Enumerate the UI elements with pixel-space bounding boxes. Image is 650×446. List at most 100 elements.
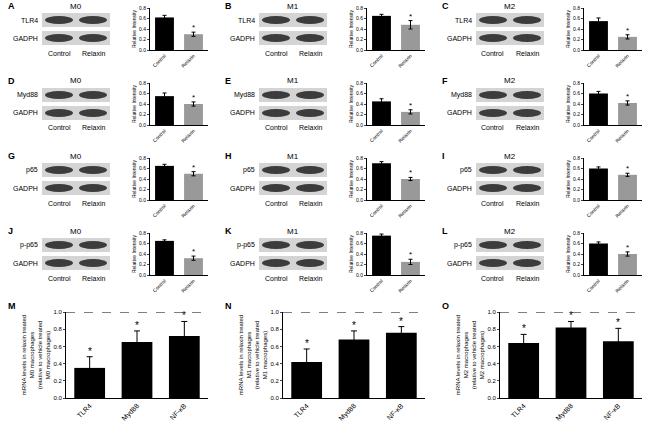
svg-text:0.2: 0.2: [139, 111, 146, 117]
svg-text:0.2: 0.2: [487, 378, 496, 384]
svg-text:Myd88: Myd88: [554, 402, 575, 423]
svg-text:Relaxin: Relaxin: [516, 200, 539, 207]
svg-text:F: F: [442, 76, 448, 86]
svg-text:0.8: 0.8: [573, 155, 580, 161]
svg-text:0.8: 0.8: [139, 5, 146, 11]
svg-text:Relaxin: Relaxin: [614, 128, 630, 144]
svg-text:*: *: [616, 317, 620, 328]
svg-text:0.4: 0.4: [573, 26, 580, 32]
svg-text:0.8: 0.8: [139, 155, 146, 161]
svg-text:NF-κB: NF-κB: [386, 402, 405, 421]
svg-text:0.4: 0.4: [270, 361, 279, 367]
svg-text:0.0: 0.0: [356, 197, 363, 203]
svg-text:M2: M2: [504, 227, 516, 236]
svg-text:*: *: [192, 163, 195, 172]
svg-text:0.0: 0.0: [139, 197, 146, 203]
svg-text:0.2: 0.2: [139, 186, 146, 192]
svg-text:p65: p65: [243, 166, 255, 174]
svg-text:Control: Control: [265, 275, 288, 282]
svg-text:TLR4: TLR4: [21, 17, 38, 24]
svg-text:0.6: 0.6: [139, 240, 146, 246]
svg-text:p65: p65: [460, 166, 472, 174]
svg-text:p-p65: p-p65: [454, 241, 472, 249]
svg-text:TLR4: TLR4: [510, 402, 527, 419]
svg-text:M0: M0: [70, 76, 82, 85]
svg-text:Myd88: Myd88: [234, 91, 255, 99]
svg-text:0.0: 0.0: [139, 272, 146, 278]
svg-text:Relative Intensity: Relative Intensity: [565, 9, 571, 48]
svg-text:*: *: [626, 164, 629, 173]
svg-text:Relaxin: Relaxin: [180, 203, 196, 219]
svg-text:*: *: [409, 12, 412, 21]
svg-text:mRNA levels in relaxin treated: mRNA levels in relaxin treatedM1 macroph…: [238, 315, 267, 395]
svg-text:Relaxin: Relaxin: [614, 278, 630, 294]
svg-text:Myd88: Myd88: [120, 402, 141, 423]
svg-text:Relaxin: Relaxin: [516, 124, 539, 131]
svg-text:0.4: 0.4: [139, 26, 146, 32]
svg-text:Control: Control: [585, 278, 601, 294]
svg-text:*: *: [305, 338, 309, 349]
svg-text:Relative Intensity: Relative Intensity: [131, 84, 137, 123]
svg-text:Relative Intensity: Relative Intensity: [565, 159, 571, 198]
svg-text:Control: Control: [481, 200, 504, 207]
svg-text:Control: Control: [151, 128, 167, 144]
svg-text:*: *: [399, 316, 403, 327]
svg-text:0.2: 0.2: [573, 111, 580, 117]
svg-text:0.4: 0.4: [573, 176, 580, 182]
svg-text:Relaxin: Relaxin: [397, 203, 413, 219]
svg-text:*: *: [192, 247, 195, 256]
svg-text:O: O: [442, 301, 449, 311]
svg-text:Control: Control: [265, 124, 288, 131]
svg-text:Control: Control: [481, 50, 504, 57]
svg-text:M1: M1: [287, 2, 299, 11]
svg-text:D: D: [8, 76, 15, 86]
svg-text:GADPH: GADPH: [230, 109, 255, 116]
svg-text:0.2: 0.2: [53, 378, 62, 384]
svg-text:Relaxin: Relaxin: [299, 275, 322, 282]
svg-text:M2: M2: [504, 152, 516, 161]
svg-text:Relaxin: Relaxin: [299, 200, 322, 207]
svg-text:mRNA levels in relaxin treated: mRNA levels in relaxin treatedM0 macroph…: [21, 315, 50, 395]
svg-text:Control: Control: [151, 203, 167, 219]
svg-text:0.8: 0.8: [53, 326, 62, 332]
svg-text:NF-κB: NF-κB: [603, 402, 622, 421]
svg-text:0.0: 0.0: [573, 272, 580, 278]
svg-text:N: N: [225, 301, 232, 311]
svg-text:0.6: 0.6: [356, 240, 363, 246]
svg-text:Relaxin: Relaxin: [397, 53, 413, 69]
svg-text:L: L: [442, 226, 448, 236]
svg-text:*: *: [88, 346, 92, 357]
svg-text:Relative Intensity: Relative Intensity: [348, 84, 354, 123]
svg-text:Myd88: Myd88: [337, 402, 358, 423]
svg-text:0.0: 0.0: [573, 122, 580, 128]
svg-text:M1: M1: [287, 152, 299, 161]
svg-text:A: A: [8, 1, 15, 11]
svg-text:*: *: [409, 250, 412, 259]
svg-text:Control: Control: [48, 200, 71, 207]
svg-text:0.8: 0.8: [356, 230, 363, 236]
svg-text:Relaxin: Relaxin: [397, 278, 413, 294]
svg-text:Relative Intensity: Relative Intensity: [131, 9, 137, 48]
svg-text:GADPH: GADPH: [447, 185, 472, 192]
svg-text:*: *: [626, 92, 629, 101]
svg-text:Relaxin: Relaxin: [180, 128, 196, 144]
svg-text:Relative Intensity: Relative Intensity: [565, 234, 571, 273]
svg-text:0.2: 0.2: [356, 36, 363, 42]
svg-text:1.0: 1.0: [53, 309, 62, 315]
svg-text:M1: M1: [287, 227, 299, 236]
svg-text:Relaxin: Relaxin: [180, 278, 196, 294]
svg-text:0.6: 0.6: [487, 344, 496, 350]
svg-text:0.6: 0.6: [573, 240, 580, 246]
svg-text:0.8: 0.8: [139, 230, 146, 236]
svg-text:GADPH: GADPH: [447, 35, 472, 42]
svg-text:*: *: [626, 243, 629, 252]
svg-text:Control: Control: [151, 53, 167, 69]
svg-text:M0: M0: [70, 227, 82, 236]
svg-text:0.0: 0.0: [573, 197, 580, 203]
svg-text:0.4: 0.4: [139, 176, 146, 182]
svg-text:Control: Control: [368, 53, 384, 69]
svg-text:E: E: [225, 76, 231, 86]
svg-text:p-p65: p-p65: [237, 241, 255, 249]
svg-text:0.6: 0.6: [573, 15, 580, 21]
svg-text:Relaxin: Relaxin: [614, 203, 630, 219]
